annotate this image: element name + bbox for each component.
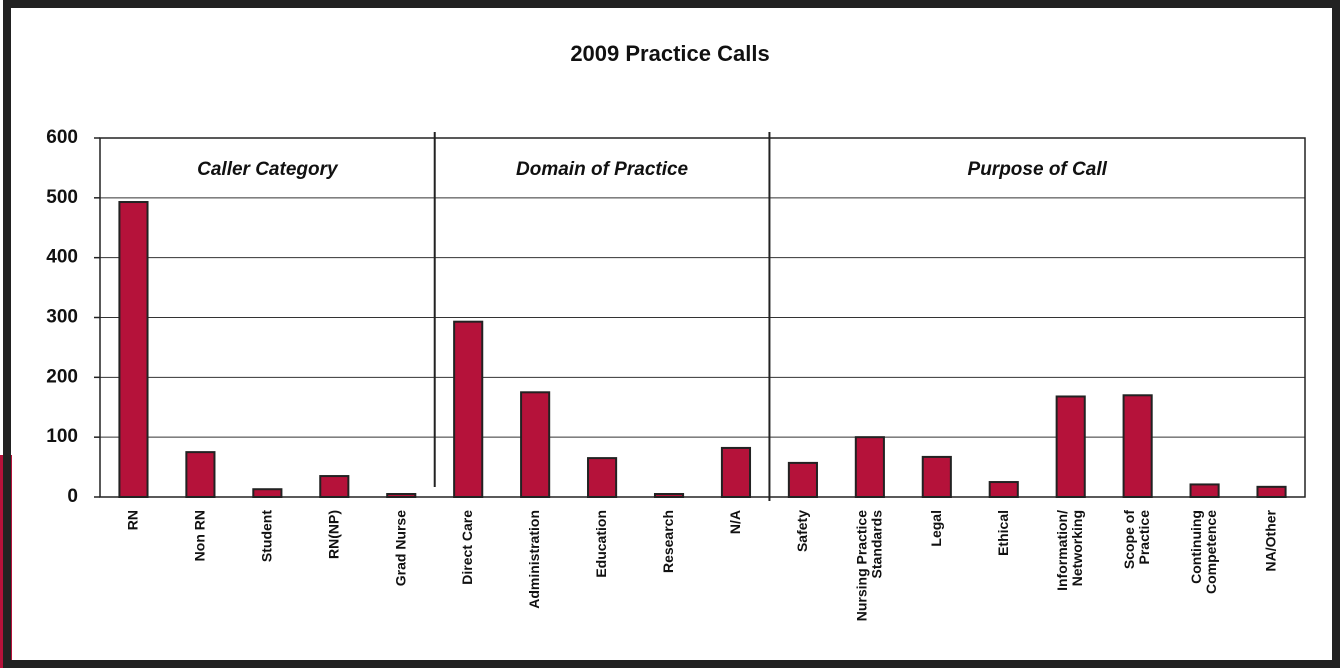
x-tick-label: Student [258, 510, 274, 562]
group-label: Caller Category [197, 159, 339, 180]
bar [787, 461, 818, 498]
y-tick-label: 0 [67, 486, 78, 507]
plot-border [99, 137, 1306, 498]
bar [453, 320, 484, 498]
x-tick-label: RN(NP) [325, 510, 341, 559]
x-tick-label: Grad Nurse [392, 510, 408, 586]
x-tick-label: Scope ofPractice [1121, 510, 1152, 569]
bar [653, 493, 685, 498]
bar [1122, 394, 1153, 498]
x-tick-label: NA/Other [1262, 509, 1278, 571]
frame [3, 0, 1340, 668]
bar [386, 493, 417, 498]
bar [587, 457, 618, 499]
x-tick-label: Ethical [994, 510, 1010, 556]
bar [520, 391, 551, 498]
bar [185, 451, 216, 498]
x-tick-label: Research [660, 510, 676, 573]
x-tick-label: Legal [928, 510, 944, 547]
y-tick-label: 400 [46, 247, 78, 268]
y-tick-label: 500 [46, 187, 78, 208]
bar [1256, 485, 1287, 499]
x-tick-label: Information/Networking [1054, 510, 1085, 591]
y-tick-label: 200 [46, 366, 78, 387]
bar [118, 201, 149, 498]
y-tick-label: 300 [46, 307, 78, 328]
bar [319, 475, 350, 498]
group-label: Purpose of Call [968, 159, 1108, 180]
bar [1055, 395, 1086, 499]
y-tick-label: 100 [46, 426, 78, 447]
x-tick-label: Education [593, 510, 609, 578]
x-tick-label: Non RN [191, 510, 207, 561]
x-tick-label: Nursing PracticeStandards [853, 510, 884, 621]
x-tick-label: Safety [794, 510, 810, 552]
bar [252, 488, 283, 499]
x-tick-label: RN [124, 510, 140, 530]
bar [921, 455, 952, 498]
x-tick-label: Direct Care [459, 510, 475, 585]
group-label: Domain of Practice [516, 159, 689, 180]
bar [720, 446, 752, 499]
bar [1189, 483, 1220, 498]
x-tick-label: N/A [727, 510, 743, 534]
bar [854, 436, 885, 498]
x-tick-label: Administration [526, 510, 542, 609]
x-tick-label: ContinuingCompetence [1188, 510, 1219, 594]
chart-title: 2009 Practice Calls [570, 41, 769, 66]
y-tick-label: 600 [46, 127, 78, 148]
bar [988, 481, 1019, 498]
